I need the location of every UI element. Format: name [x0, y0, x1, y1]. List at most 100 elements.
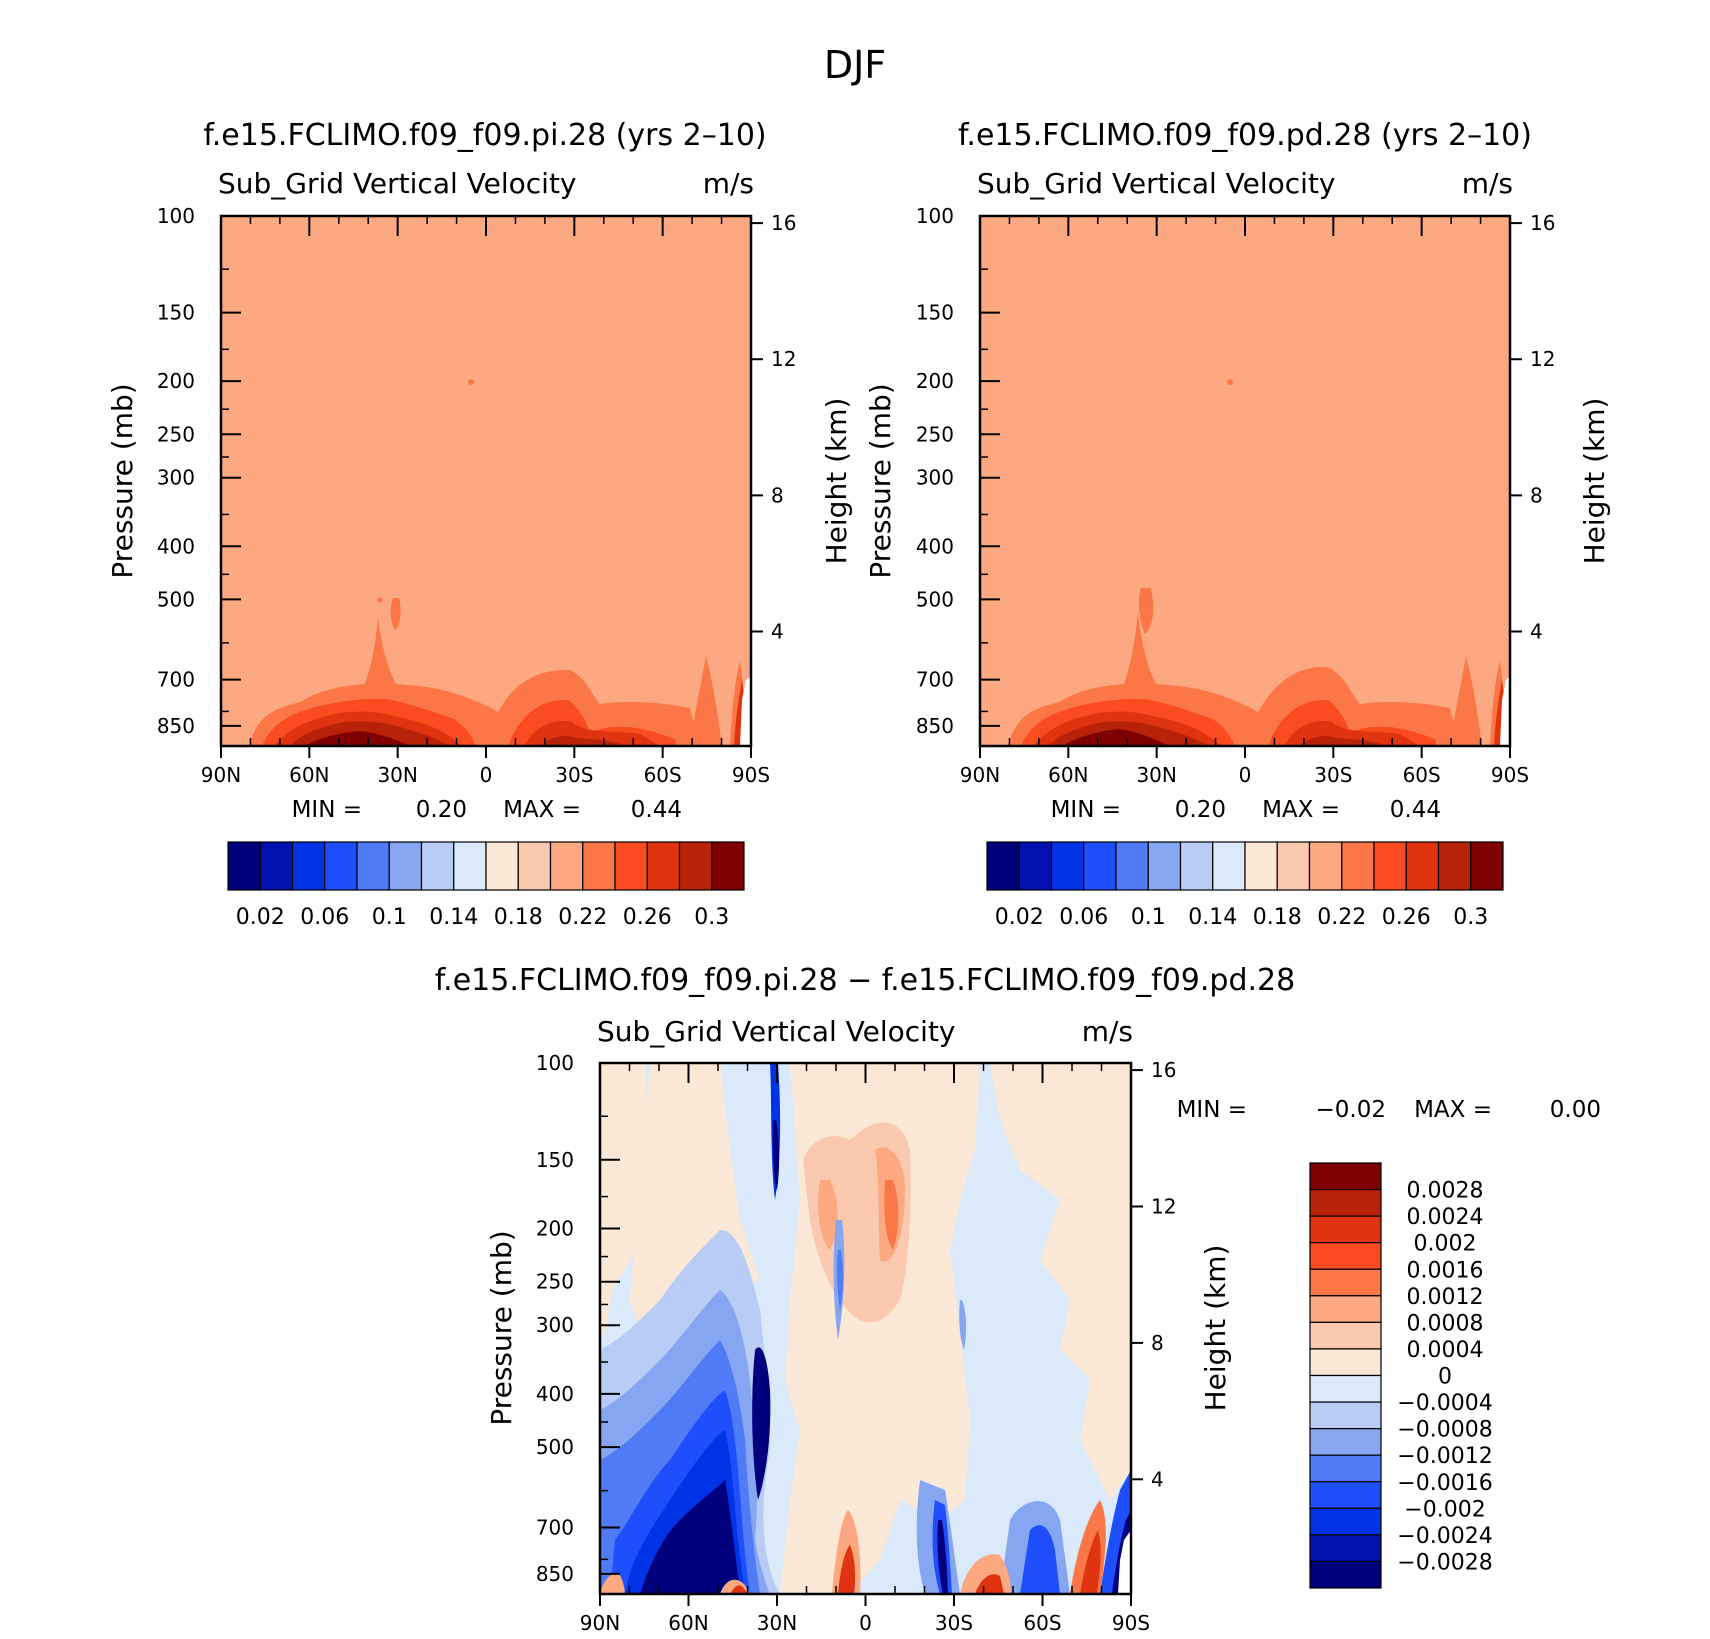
- x-axis: 90N 60N 30N 0 30S 60S 90S: [201, 216, 770, 787]
- height-tick-label: 12: [1530, 347, 1555, 371]
- x-tick-label: 90N: [580, 1611, 620, 1635]
- x-tick-label: 0: [859, 1611, 872, 1635]
- y-tick-label: 250: [157, 422, 195, 446]
- colorbar-label: 0.002: [1414, 1232, 1477, 1257]
- y-tick-label: 850: [157, 714, 195, 738]
- height-tick-label: 12: [771, 347, 796, 371]
- y-axis-label: Pressure (mb): [485, 1230, 518, 1425]
- colorbar-swatch: [259, 841, 294, 891]
- colorbar-swatch: [1309, 1162, 1382, 1191]
- min-label: MIN =: [1177, 1097, 1247, 1123]
- contour-band: [932, 1500, 1060, 1594]
- colorbar-swatch: [1309, 1295, 1382, 1323]
- panel-title: f.e15.FCLIMO.f09_f09.pd.28 (yrs 2–10): [958, 118, 1532, 153]
- contour-band: [690, 656, 748, 746]
- min-label: MIN =: [292, 797, 362, 823]
- colorbar-label: −0.0012: [1397, 1444, 1492, 1469]
- panel-pi: f.e15.FCLIMO.f09_f09.pi.28 (yrs 2–10) Su…: [106, 118, 853, 930]
- y-axis-label: Pressure (mb): [106, 383, 139, 578]
- contour-band: [640, 1347, 771, 1594]
- contour-band: [937, 1520, 948, 1594]
- colorbar-swatch: [1309, 1215, 1382, 1244]
- colorbar-swatch: [1373, 841, 1407, 891]
- height-tick-label: 16: [771, 211, 796, 235]
- units-label: m/s: [1082, 1015, 1133, 1048]
- min-label: MIN =: [1051, 797, 1121, 823]
- y-tick-label: 500: [536, 1435, 574, 1459]
- colorbar-swatch: [1309, 1348, 1382, 1377]
- y-tick-label: 200: [916, 369, 954, 393]
- variable-label: Sub_Grid Vertical Velocity: [218, 167, 577, 200]
- colorbar-label: 0.0004: [1407, 1338, 1484, 1363]
- contour-band: [1450, 656, 1508, 746]
- colorbar-swatch: [646, 841, 681, 891]
- height-tick-label: 4: [771, 620, 784, 644]
- contour-band: [1080, 1530, 1101, 1594]
- colorbar-label: −0.0008: [1397, 1418, 1492, 1443]
- y-tick-label: 500: [916, 587, 954, 611]
- y-tick-label: 300: [157, 466, 195, 490]
- min-value: −0.02: [1316, 1097, 1386, 1123]
- colorbar-swatch: [1018, 841, 1053, 891]
- height-tick-label: 8: [1530, 483, 1543, 507]
- colorbar-label: 0.06: [300, 905, 349, 930]
- x-tick-label: 60S: [644, 763, 682, 787]
- colorbar-label: 0.0012: [1407, 1285, 1484, 1310]
- x-tick-label: 30S: [1314, 763, 1352, 787]
- x-tick-label: 30N: [377, 763, 417, 787]
- contour-band: [600, 1510, 1011, 1594]
- y-tick-label: 100: [157, 204, 195, 228]
- colorbar-label: 0.26: [623, 905, 672, 930]
- figure-title: DJF: [824, 43, 886, 87]
- variable-label: Sub_Grid Vertical Velocity: [597, 1015, 956, 1048]
- colorbar-label: −0.0004: [1397, 1391, 1492, 1416]
- colorbar-label: 0.0028: [1407, 1179, 1484, 1204]
- colorbar-label: −0.0028: [1397, 1550, 1492, 1575]
- colorbar-swatch: [678, 841, 713, 891]
- colorbar-label: 0.14: [429, 905, 478, 930]
- max-label: MAX =: [503, 797, 581, 823]
- colorbar-label: −0.002: [1404, 1497, 1485, 1522]
- contour-band: [390, 598, 401, 630]
- contour-band: [990, 1063, 1131, 1500]
- colorbar-swatch: [1276, 841, 1311, 891]
- y-tick-label: 400: [536, 1382, 574, 1406]
- colorbar-swatch: [291, 841, 326, 891]
- x-tick-label: 90N: [960, 763, 1000, 787]
- height-axis: 4 8 12 16: [751, 211, 796, 644]
- colorbar-label: 0.22: [558, 905, 607, 930]
- min-value: 0.20: [1175, 797, 1226, 823]
- contour-field: [980, 216, 1510, 746]
- x-tick-label: 90S: [732, 763, 770, 787]
- x-axis: 90N 60N 30N 0 30S 60S 90S: [960, 216, 1529, 787]
- colorbar-swatch: [711, 841, 745, 891]
- colorbar-swatch: [986, 841, 1020, 891]
- x-tick-label: 60S: [1403, 763, 1441, 787]
- colorbar-swatch: [1147, 841, 1182, 891]
- x-tick-label: 60N: [668, 1611, 708, 1635]
- colorbar-label: 0: [1438, 1365, 1452, 1390]
- colorbar-label: 0.1: [372, 905, 407, 930]
- colorbar-label: −0.0024: [1397, 1524, 1492, 1549]
- colorbar-swatch: [1341, 841, 1375, 891]
- colorbar-swatch: [517, 841, 552, 891]
- x-tick-label: 30N: [1136, 763, 1176, 787]
- colorbar-label: 0.0016: [1407, 1258, 1484, 1283]
- colorbar-swatch: [1309, 1188, 1382, 1217]
- colorbar-label: 0.06: [1059, 905, 1108, 930]
- x-tick-label: 90N: [201, 763, 241, 787]
- colorbar: 0.02 0.06 0.1 0.14 0.18 0.22 0.26 0.3: [986, 841, 1504, 930]
- max-label: MAX =: [1414, 1097, 1492, 1123]
- y-tick-label: 200: [157, 369, 195, 393]
- y-tick-label: 400: [157, 534, 195, 558]
- max-value: 0.44: [631, 797, 682, 823]
- x-tick-label: 60S: [1023, 1611, 1061, 1635]
- x-tick-label: 90S: [1112, 1611, 1150, 1635]
- height-axis: 4 8 12 16: [1131, 1058, 1176, 1491]
- colorbar-label: 0.02: [236, 905, 285, 930]
- units-label: m/s: [1462, 167, 1513, 200]
- units-label: m/s: [703, 167, 754, 200]
- colorbar-swatch: [1309, 1428, 1382, 1456]
- colorbar-swatch: [614, 841, 648, 891]
- x-tick-label: 0: [1239, 763, 1252, 787]
